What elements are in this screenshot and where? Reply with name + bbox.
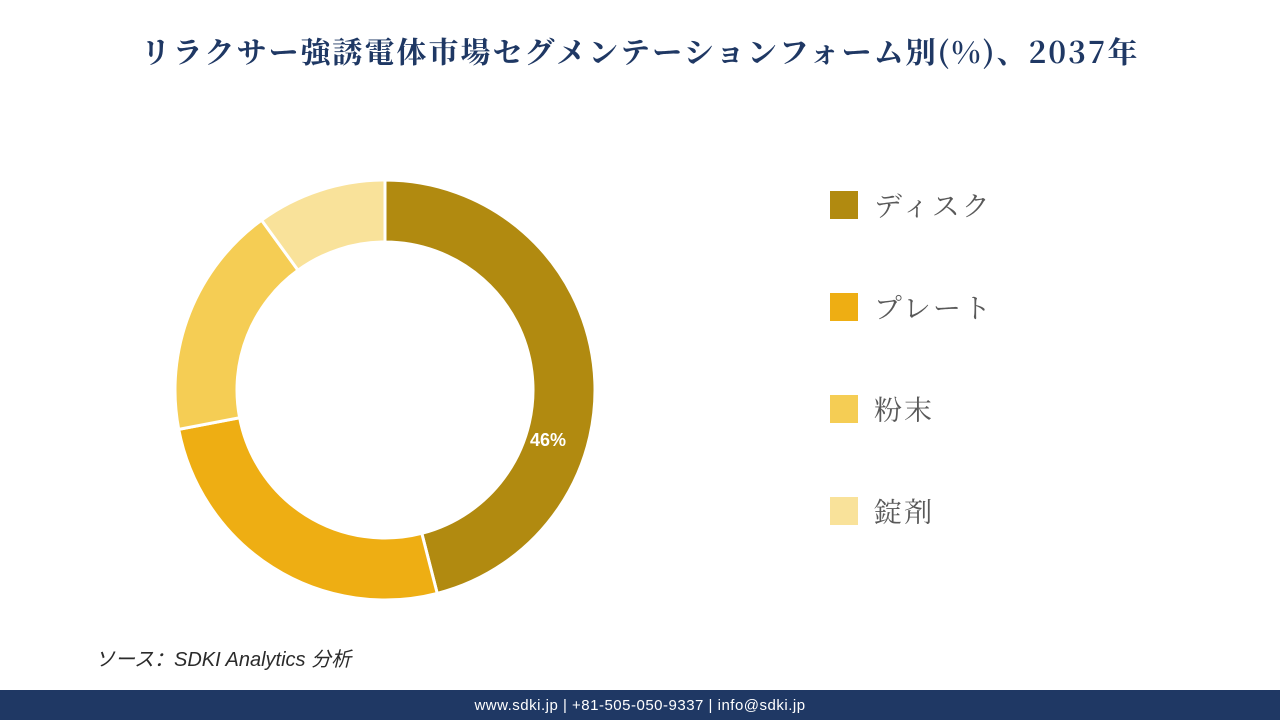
legend-label: 粉末 — [874, 389, 934, 429]
legend-item: ディスク — [830, 185, 993, 225]
donut-svg — [155, 160, 615, 620]
legend-item: プレート — [830, 287, 993, 327]
slice-value-label: 46% — [530, 430, 566, 451]
legend-item: 錠剤 — [830, 491, 993, 531]
legend-label: ディスク — [874, 185, 992, 225]
legend-swatch — [830, 497, 858, 525]
legend-label: 錠剤 — [874, 491, 934, 531]
page-title: リラクサー強誘電体市場セグメンテーションフォーム別(%)、2037年 — [0, 28, 1280, 72]
legend: ディスクプレート粉末錠剤 — [830, 185, 993, 531]
source-attribution: ソース：SDKI Analytics 分析 — [95, 643, 351, 672]
legend-label: プレート — [874, 287, 993, 327]
donut-slice — [175, 220, 298, 429]
footer-bar: www.sdki.jp | +81-505-050-9337 | info@sd… — [0, 690, 1280, 720]
donut-slice — [385, 180, 595, 593]
legend-swatch — [830, 395, 858, 423]
legend-item: 粉末 — [830, 389, 993, 429]
donut-chart: 46% — [155, 160, 615, 620]
legend-swatch — [830, 293, 858, 321]
donut-slice — [179, 418, 438, 600]
legend-swatch — [830, 191, 858, 219]
